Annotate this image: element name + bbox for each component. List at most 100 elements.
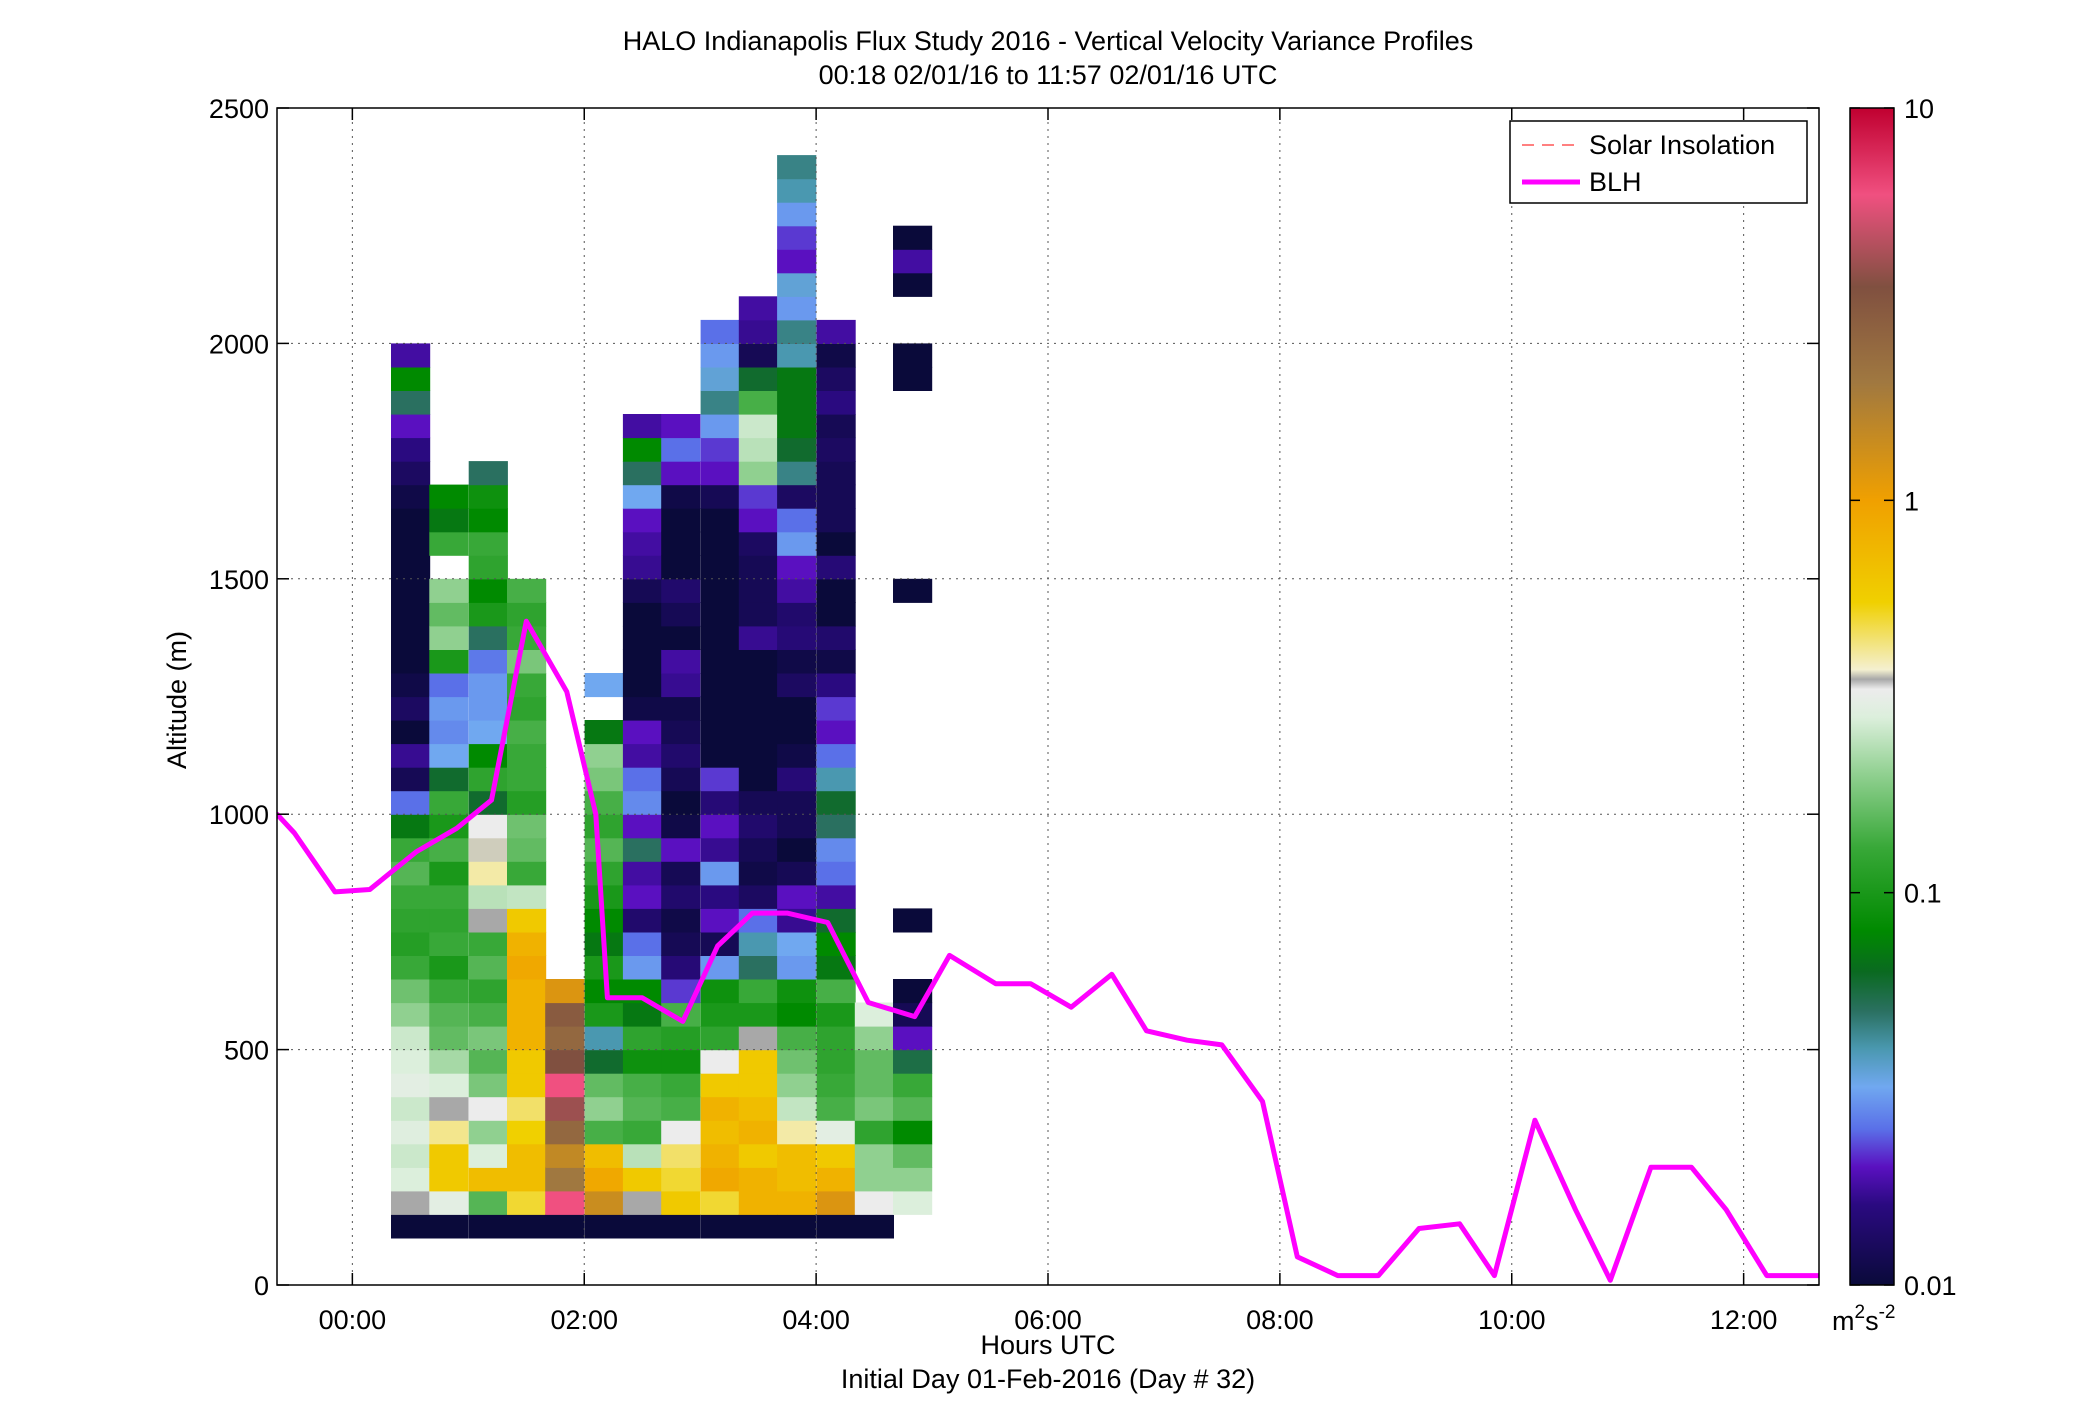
heatmap-cell [622, 696, 663, 721]
heatmap-cell [738, 296, 778, 321]
y-axis-label: Altitude (m) [162, 631, 192, 769]
heatmap-cell [391, 578, 431, 603]
heatmap-cell [854, 1167, 894, 1192]
heatmap-cell [700, 343, 740, 368]
heatmap-cell [429, 1073, 469, 1098]
heatmap-cell [816, 508, 856, 533]
heatmap-cell [777, 884, 817, 909]
heatmap-cell [429, 696, 469, 721]
heatmap-cell [584, 861, 624, 886]
heatmap-cell [700, 979, 740, 1004]
heatmap-cell [507, 578, 547, 603]
heatmap-cell [777, 649, 817, 674]
heatmap-cell [854, 1120, 894, 1145]
heatmap-cell [661, 1120, 701, 1145]
heatmap-cell [777, 837, 817, 862]
heatmap-cell [507, 1167, 547, 1192]
x-tick-label: 10:00 [1478, 1305, 1546, 1335]
heatmap-cell [854, 1096, 894, 1121]
heatmap-cell [584, 884, 624, 909]
heatmap-cell [391, 555, 431, 580]
heatmap-cell [584, 1002, 624, 1027]
heatmap-cell [816, 1026, 856, 1051]
heatmap-cell [391, 1096, 431, 1121]
heatmap-cell [622, 437, 663, 462]
heatmap-cell [700, 814, 740, 839]
heatmap-cell [738, 531, 778, 556]
heatmap-cell [429, 884, 469, 909]
heatmap-cell [584, 1096, 624, 1121]
heatmap-cell [738, 461, 778, 486]
heatmap-cell [893, 1190, 933, 1215]
x-axis-sublabel: Initial Day 01-Feb-2016 (Day # 32) [841, 1364, 1255, 1394]
heatmap-cell [468, 484, 508, 509]
chart-title: HALO Indianapolis Flux Study 2016 - Vert… [623, 26, 1473, 56]
heatmap-cell [622, 1214, 663, 1239]
heatmap-cell [816, 602, 856, 627]
heatmap-cell [700, 1073, 740, 1098]
heatmap-cell [622, 414, 663, 439]
heatmap-cell [777, 202, 817, 227]
heatmap-cell [700, 1214, 740, 1239]
heatmap-cell [545, 979, 585, 1004]
heatmap-cell [893, 908, 933, 933]
heatmap-cell [661, 649, 701, 674]
heatmap-cell [777, 1026, 817, 1051]
heatmap-cell [429, 979, 469, 1004]
heatmap-cell [777, 1214, 817, 1239]
heatmap-cell [507, 1073, 547, 1098]
heatmap-cell [391, 931, 431, 956]
heatmap-cell [893, 1049, 933, 1074]
heatmap-cell [622, 461, 663, 486]
heatmap-cell [622, 1167, 663, 1192]
heatmap-cell [584, 1167, 624, 1192]
heatmap-cell [777, 390, 817, 415]
heatmap-cell [507, 884, 547, 909]
heatmap-cell [661, 602, 701, 627]
heatmap-cell [816, 1049, 856, 1074]
heatmap-cell [738, 343, 778, 368]
heatmap-cell [661, 861, 701, 886]
heatmap-cell [816, 625, 856, 650]
heatmap-cell [622, 861, 663, 886]
heatmap-cell [700, 743, 740, 768]
heatmap-cell [391, 979, 431, 1004]
heatmap-cell [391, 390, 431, 415]
heatmap-cell [507, 767, 547, 792]
heatmap-cell [777, 814, 817, 839]
heatmap-cell [777, 720, 817, 745]
heatmap-cell [738, 1049, 778, 1074]
heatmap-cell [661, 673, 701, 698]
heatmap-cell [777, 767, 817, 792]
blh-series-line [277, 618, 1819, 1283]
heatmap-cell [893, 249, 933, 274]
heatmap-cell [622, 931, 663, 956]
heatmap-cell [816, 884, 856, 909]
heatmap-cell [468, 1073, 508, 1098]
heatmap-cell [700, 437, 740, 462]
heatmap-cell [738, 1096, 778, 1121]
heatmap-cell [700, 673, 740, 698]
heatmap-cell [622, 531, 663, 556]
heatmap-cell [777, 178, 817, 203]
heatmap-cell [893, 1073, 933, 1098]
heatmap-cell [429, 767, 469, 792]
heatmap-cell [507, 1002, 547, 1027]
heatmap-cell [738, 814, 778, 839]
heatmap-cell [777, 1049, 817, 1074]
heatmap-cell [738, 602, 778, 627]
heatmap-cell [816, 366, 856, 391]
heatmap-cell [391, 508, 431, 533]
heatmap-cell [622, 767, 663, 792]
colorbar-unit-sup2: -2 [1879, 1302, 1896, 1323]
heatmap-cell [700, 508, 740, 533]
heatmap-cell [545, 1190, 585, 1215]
heatmap-cell [622, 625, 663, 650]
y-tick-label: 2000 [209, 329, 269, 359]
heatmap-cell [893, 343, 933, 368]
heatmap-cell [391, 1026, 431, 1051]
heatmap-cell [468, 696, 508, 721]
heatmap-cell [391, 696, 431, 721]
heatmap-cell [816, 979, 856, 1004]
heatmap-cell [777, 1143, 817, 1168]
